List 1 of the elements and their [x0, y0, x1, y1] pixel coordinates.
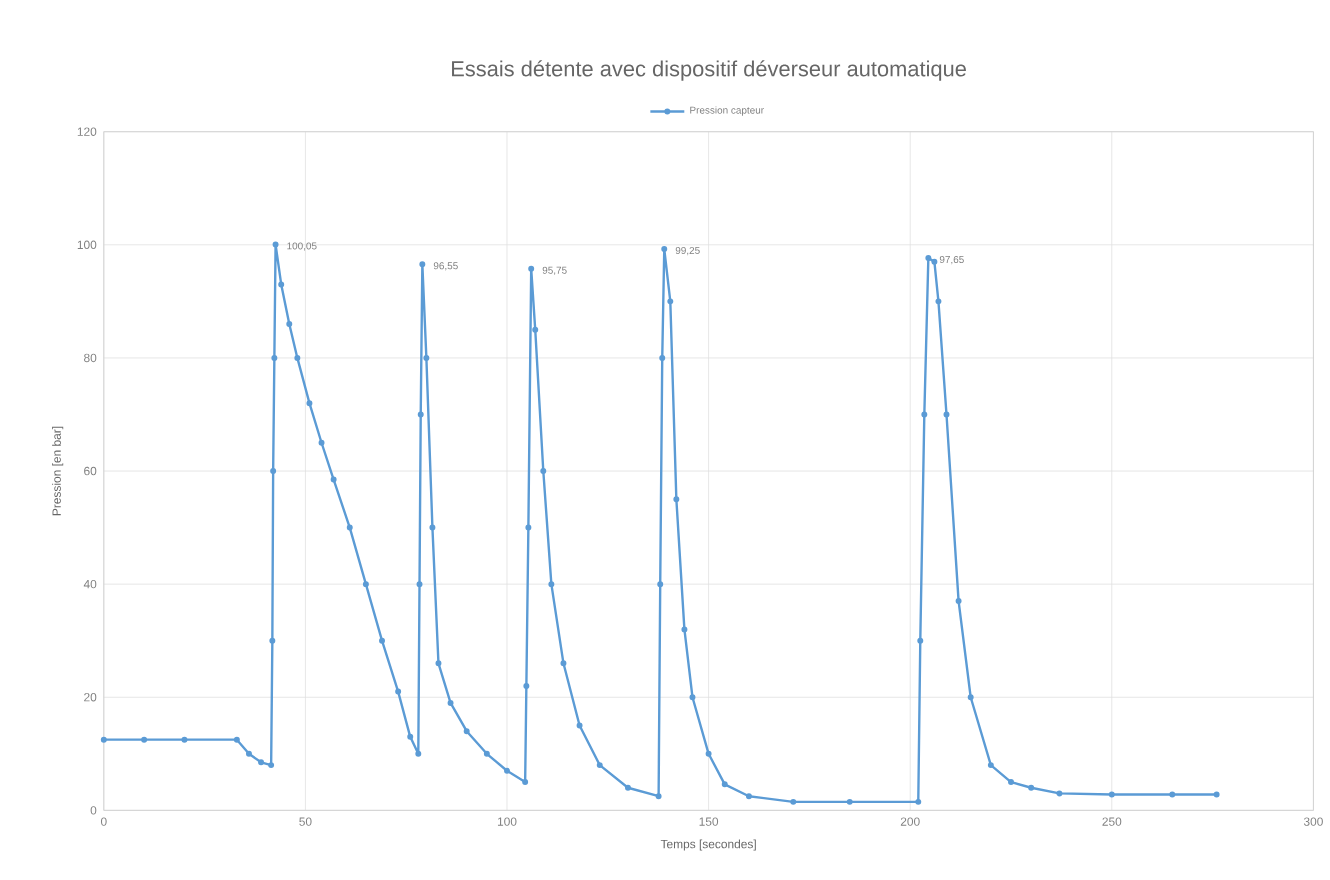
chart-title: Essais détente avec dispositif déverseur automatique: [452, 60, 966, 81]
